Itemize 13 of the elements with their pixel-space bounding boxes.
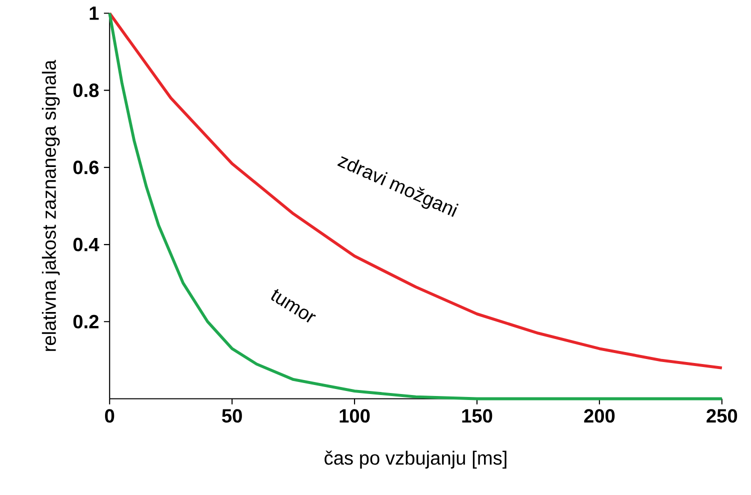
x-tick-label: 200 bbox=[584, 409, 615, 423]
x-axis-title: čas po vzbujanju [ms] bbox=[324, 450, 506, 469]
y-axis-title: relativna jakost zaznanega signala bbox=[42, 60, 60, 351]
y-tick-label: 0.4 bbox=[73, 238, 100, 252]
y-tick-label: 0.8 bbox=[73, 84, 99, 98]
y-tick-label: 1 bbox=[90, 6, 99, 20]
x-tick-label: 0 bbox=[105, 409, 114, 423]
x-tick-label: 100 bbox=[340, 409, 370, 423]
x-tick-label: 150 bbox=[462, 409, 492, 423]
y-tick-label: 0.6 bbox=[73, 160, 99, 174]
x-tick-label: 50 bbox=[222, 409, 242, 423]
y-tick-label: 0.2 bbox=[73, 314, 98, 328]
x-tick-label: 250 bbox=[706, 409, 738, 423]
